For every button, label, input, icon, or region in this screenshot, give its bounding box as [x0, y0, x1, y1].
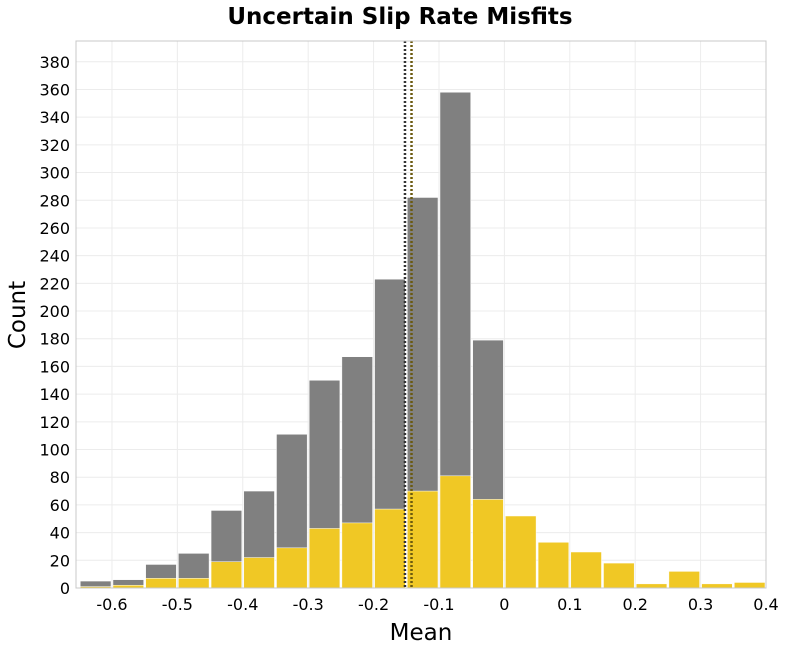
- x-tick-label: 0.1: [557, 595, 582, 614]
- x-tick-label: -0.1: [423, 595, 454, 614]
- bar-yellow: [603, 562, 635, 589]
- y-tick-label: 120: [39, 413, 70, 432]
- x-tick-label: 0.4: [753, 595, 778, 614]
- y-tick-label: 180: [39, 330, 70, 349]
- x-tick-label: -0.5: [162, 595, 193, 614]
- y-tick-label: 40: [50, 524, 70, 543]
- bar-yellow: [374, 508, 406, 589]
- y-tick-label: 160: [39, 357, 70, 376]
- y-tick-label: 220: [39, 274, 70, 293]
- bar-yellow: [734, 582, 766, 589]
- bar-yellow: [145, 578, 177, 589]
- y-tick-label: 100: [39, 441, 70, 460]
- x-tick-label: -0.3: [293, 595, 324, 614]
- x-tick-label: 0.2: [622, 595, 647, 614]
- x-tick-label: -0.6: [96, 595, 127, 614]
- bar-yellow: [308, 528, 341, 589]
- y-tick-label: 200: [39, 302, 70, 321]
- x-tick-labels: -0.6 -0.5 -0.4 -0.3 -0.2 -0.1 0 0.1 0.2 0.3 0.4: [96, 595, 778, 614]
- reference-lines: [403, 41, 413, 588]
- y-tick-label: 360: [39, 80, 70, 99]
- y-tick-label: 20: [50, 551, 70, 570]
- x-tick-label: 0: [499, 595, 509, 614]
- bar-yellow: [668, 571, 700, 589]
- bar-yellow: [341, 522, 373, 589]
- plot-border: [75, 40, 767, 589]
- y-tick-label: 0: [60, 579, 70, 598]
- bar-yellow: [505, 515, 537, 589]
- y-tick-label: 320: [39, 136, 70, 155]
- bar-yellow: [178, 578, 210, 589]
- bar-yellow: [243, 557, 275, 589]
- bar-yellow: [210, 561, 243, 589]
- y-tick-label: 340: [39, 108, 70, 127]
- bar-yellow: [537, 542, 570, 589]
- bar-yellow: [635, 583, 668, 589]
- y-tick-label: 280: [39, 191, 70, 210]
- bar-yellow: [439, 475, 471, 589]
- y-tick-label: 380: [39, 53, 70, 72]
- x-tick-label: -0.2: [358, 595, 389, 614]
- y-tick-labels: 0 20 40 60 80 100 120 140 160 180 200 220 240 260 280 3…: [39, 53, 70, 598]
- bar-yellow: [407, 490, 439, 589]
- y-axis-label: Count: [5, 281, 31, 349]
- bar-yellow: [570, 551, 602, 589]
- y-tick-label: 80: [50, 468, 70, 487]
- y-tick-label: 140: [39, 385, 70, 404]
- y-tick-label: 260: [39, 219, 70, 238]
- y-tick-label: 240: [39, 247, 70, 266]
- x-tick-label: 0.3: [688, 595, 713, 614]
- bar-yellow: [472, 499, 504, 589]
- y-tick-label: 60: [50, 496, 70, 515]
- chart-title: Uncertain Slip Rate Misfits: [227, 4, 572, 30]
- bar-yellow: [276, 547, 308, 589]
- x-axis-label: Mean: [390, 620, 453, 646]
- y-tick-label: 300: [39, 164, 70, 183]
- bar-yellow: [701, 583, 733, 589]
- x-tick-label: -0.4: [227, 595, 258, 614]
